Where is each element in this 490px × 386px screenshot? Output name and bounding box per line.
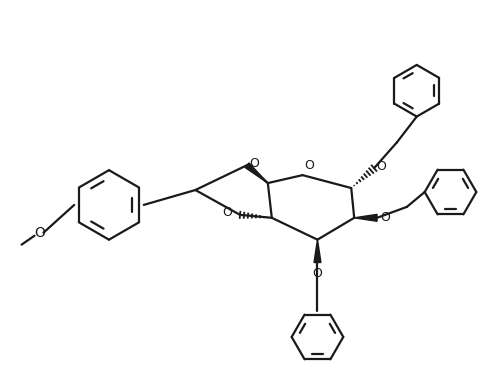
Text: O: O	[249, 157, 259, 170]
Text: O: O	[34, 226, 45, 240]
Polygon shape	[245, 163, 268, 183]
Text: O: O	[313, 267, 322, 281]
Text: O: O	[222, 207, 232, 219]
Text: O: O	[380, 211, 390, 224]
Text: O: O	[305, 159, 315, 172]
Polygon shape	[354, 214, 377, 221]
Text: O: O	[376, 160, 386, 173]
Polygon shape	[314, 240, 321, 262]
